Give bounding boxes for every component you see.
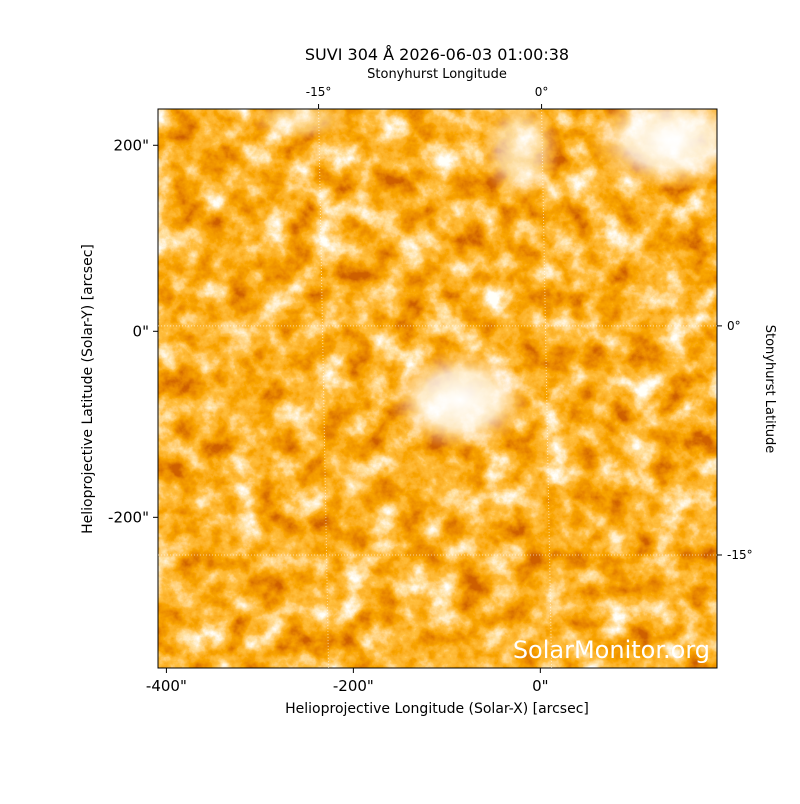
x2-axis-label: Stonyhurst Longitude <box>367 67 507 82</box>
plot-frame <box>157 108 718 669</box>
x2-tick-label: 0° <box>535 85 549 99</box>
grid-line <box>318 108 330 669</box>
y-tick-label: -200" <box>108 508 149 526</box>
y2-tick-label: 0° <box>727 319 741 333</box>
y-tick-label: 200" <box>113 136 149 154</box>
y-tick-label: 0" <box>133 322 149 340</box>
grid-line <box>541 108 553 669</box>
x-tick-label: 0" <box>532 677 548 695</box>
y2-axis-label: Stonyhurst Latitude <box>762 325 777 454</box>
watermark: SolarMonitor.org <box>513 636 710 664</box>
x2-tick-label: -15° <box>306 85 332 99</box>
x-axis-label: Helioprojective Longitude (Solar-X) [arc… <box>285 701 589 717</box>
y2-tick-label: -15° <box>727 548 753 562</box>
y-axis-label: Helioprojective Latitude (Solar-Y) [arcs… <box>80 244 96 534</box>
x-tick-label: -200" <box>333 677 374 695</box>
solar-image <box>158 109 717 668</box>
chart-title: SUVI 304 Å 2026-06-03 01:00:38 <box>305 45 569 64</box>
x-tick-label: -400" <box>146 677 187 695</box>
